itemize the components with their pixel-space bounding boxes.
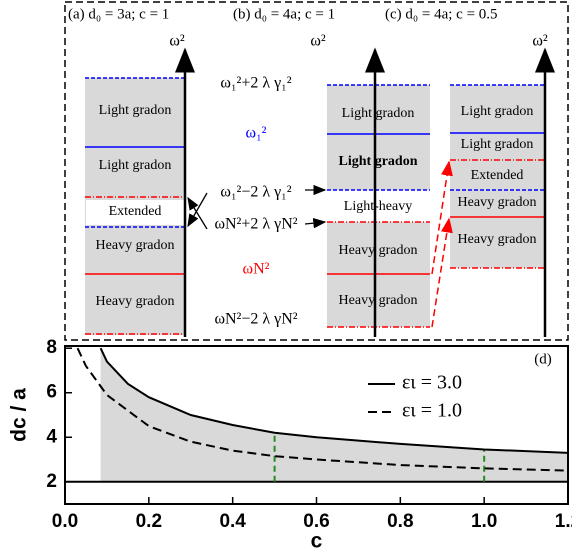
formula: ω₁²+2 λ γ₁²	[220, 75, 291, 92]
band-label: Light gradon	[339, 154, 418, 169]
band-gap	[86, 200, 184, 225]
legend-label: ει = 1.0	[402, 400, 462, 422]
x-tick-label: 0.6	[303, 511, 329, 532]
band-label: Heavy gradon	[96, 238, 175, 253]
shaded-area	[100, 348, 568, 482]
formula: ωN²+2 λ γN²	[214, 216, 297, 233]
band-label: Light gradon	[461, 104, 534, 119]
curve	[76, 347, 568, 472]
band-label: Light gradon	[342, 106, 415, 121]
band-label: Extended	[471, 168, 524, 183]
levels	[327, 84, 430, 328]
chart: ει = 3.0 ει = 1.0 0.0 0.2 0.4 0.6 0.8 1.0 1.2 2 4 6…	[8, 337, 572, 552]
band-label: Light-heavy	[344, 199, 412, 214]
band-label: Extended	[109, 204, 162, 219]
panel-label: (a) d₀ = 3a; c = 1	[68, 6, 169, 22]
legend-label: ει = 3.0	[402, 372, 462, 394]
band-box	[327, 85, 430, 190]
x-tick-label: 0.8	[387, 511, 413, 532]
formula: ω₁²−2 λ γ₁²	[220, 184, 291, 201]
band-label: Heavy gradon	[339, 243, 418, 258]
x-axis-label: c	[311, 530, 323, 553]
levels	[450, 84, 545, 269]
panel-label: (b) d₀ = 4a; c = 1	[233, 6, 335, 22]
arrows	[187, 184, 327, 230]
y-axis-label: dc / a	[8, 388, 31, 442]
diagram: (a) d₀ = 3a; c = 1 (b) d₀ = 4a; c = 1 (c…	[64, 1, 569, 341]
x-tick-label: 0.2	[136, 511, 162, 532]
axis-label: ω²	[169, 33, 185, 50]
red-arrows	[431, 160, 453, 328]
band-label: Heavy gradon	[458, 232, 537, 247]
x-tick-label: 0.0	[52, 511, 78, 532]
band-box	[450, 85, 545, 268]
frame	[64, 1, 569, 341]
band-label: Heavy gradon	[458, 195, 537, 210]
band-label: Light gradon	[99, 158, 172, 173]
y-tick-label: 8	[46, 337, 57, 358]
x-tick-label: 1.0	[471, 511, 497, 532]
axis-label: ω²	[532, 33, 548, 50]
formula: ωN²	[243, 261, 270, 278]
formula: ω₁²	[246, 125, 267, 142]
y-tick-label: 2	[46, 471, 57, 492]
panel-label: (d)	[534, 351, 552, 367]
y-tick-label: 4	[46, 426, 57, 447]
band-label: Heavy gradon	[96, 294, 175, 309]
panel-label: (c) d₀ = 4a; c = 0.5	[385, 6, 498, 22]
x-tick-label: 0.4	[219, 511, 246, 532]
axis-label: ω²	[310, 33, 326, 50]
levels	[85, 77, 185, 335]
y-tick-label: 6	[46, 382, 57, 403]
panel-labels: (a) d₀ = 3a; c = 1 (b) d₀ = 4a; c = 1 (c…	[68, 6, 548, 49]
band-label: Light gradon	[461, 137, 534, 152]
band-label: Heavy gradon	[339, 293, 418, 308]
x-tick-label: 1.2	[555, 511, 572, 532]
formula: ωN²−2 λ γN²	[214, 311, 297, 328]
curve	[99, 347, 568, 454]
band-label: Light gradon	[99, 103, 172, 118]
